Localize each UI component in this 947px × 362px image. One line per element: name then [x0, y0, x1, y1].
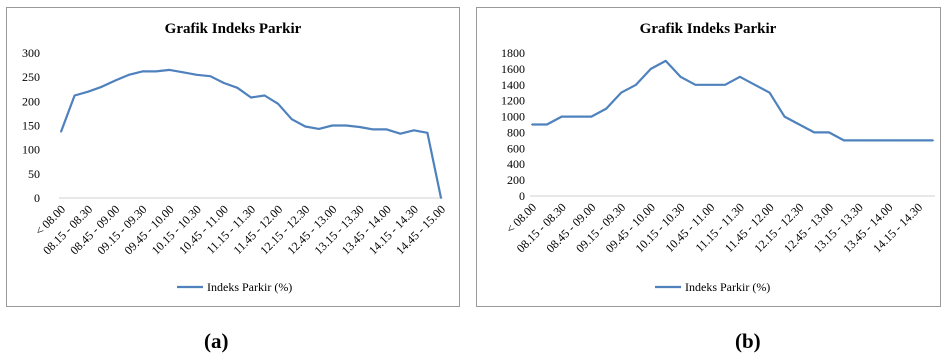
data-point — [385, 128, 388, 131]
data-point — [575, 115, 578, 118]
data-point — [753, 83, 756, 86]
y-tick-label: 400 — [507, 157, 525, 171]
data-point — [902, 139, 905, 142]
data-point — [358, 126, 361, 128]
data-point — [545, 123, 548, 126]
data-point — [798, 123, 801, 126]
data-point — [813, 131, 816, 134]
data-point — [679, 75, 682, 78]
data-point — [842, 139, 845, 142]
data-point — [649, 67, 652, 70]
data-point — [372, 128, 375, 131]
chart-title: Grafik Indeks Parkir — [640, 21, 777, 37]
data-point — [141, 70, 144, 73]
data-point — [345, 124, 347, 127]
data-point — [440, 197, 442, 199]
data-point — [263, 94, 266, 97]
data-point — [250, 96, 252, 99]
y-tick-label: 1800 — [501, 46, 525, 60]
data-point — [195, 73, 198, 76]
caption-a: (a) — [204, 329, 229, 353]
data-point — [694, 83, 697, 86]
data-point — [290, 118, 293, 121]
data-point — [560, 115, 563, 118]
y-tick-label: 800 — [507, 125, 525, 139]
y-tick-label: 150 — [22, 119, 40, 133]
data-point — [317, 127, 320, 130]
caption-b: (b) — [735, 329, 761, 353]
data-point — [917, 139, 920, 142]
data-point — [857, 139, 860, 142]
y-tick-label: 0 — [519, 189, 525, 203]
data-point — [709, 83, 712, 86]
chart-panel-a: Grafik Indeks Parkir 0 50 100 150 200 250 300 < … — [6, 7, 460, 307]
data-point — [932, 139, 934, 142]
chart-a-svg: Grafik Indeks Parkir050100150200250300< … — [22, 21, 448, 294]
data-point — [828, 131, 830, 134]
y-tick-label: 200 — [507, 173, 525, 187]
data-point — [127, 73, 130, 76]
y-tick-label: 250 — [22, 70, 40, 84]
y-tick-label: 100 — [22, 143, 40, 157]
chart-panel-b: Grafik Indeks Parkir 0 200 400 600 800 1000 120… — [476, 7, 941, 307]
data-point — [724, 83, 726, 86]
data-point — [590, 115, 593, 118]
y-tick-label: 1000 — [501, 110, 525, 124]
data-point — [209, 75, 212, 78]
legend-label: Indeks Parkir (%) — [207, 280, 292, 294]
series-line-indeks-parkir — [532, 59, 933, 142]
data-point — [635, 83, 637, 86]
data-point — [412, 129, 415, 132]
data-point — [236, 86, 239, 89]
data-point — [100, 85, 103, 88]
legend-label: Indeks Parkir (%) — [685, 280, 770, 294]
data-point — [664, 60, 667, 62]
data-point — [168, 69, 171, 71]
data-point — [114, 79, 117, 82]
y-tick-label: 1600 — [501, 62, 525, 76]
data-point — [739, 75, 741, 78]
y-tick-label: 200 — [22, 94, 40, 108]
data-point — [783, 115, 786, 118]
data-point — [872, 139, 875, 142]
data-point — [426, 131, 429, 134]
series-line-indeks-parkir — [59, 68, 443, 199]
data-point — [768, 91, 771, 94]
y-tick-label: 600 — [507, 141, 525, 155]
data-point — [887, 139, 890, 142]
y-tick-label: 50 — [28, 167, 40, 181]
y-tick-label: 1200 — [501, 94, 525, 108]
data-point — [399, 132, 402, 135]
y-tick-label: 300 — [22, 46, 40, 60]
data-point — [60, 130, 62, 133]
data-point — [87, 90, 90, 93]
data-point — [277, 102, 280, 105]
data-point — [222, 82, 225, 84]
data-point — [182, 71, 185, 74]
y-tick-label: 1400 — [501, 78, 525, 92]
y-tick-label: 0 — [34, 191, 40, 205]
data-point — [73, 94, 76, 97]
data-point — [331, 124, 334, 127]
data-point — [605, 107, 608, 110]
data-point — [620, 91, 623, 94]
chart-title: Grafik Indeks Parkir — [165, 21, 302, 37]
data-point — [531, 123, 533, 126]
data-point — [155, 70, 157, 73]
data-point — [304, 125, 307, 128]
